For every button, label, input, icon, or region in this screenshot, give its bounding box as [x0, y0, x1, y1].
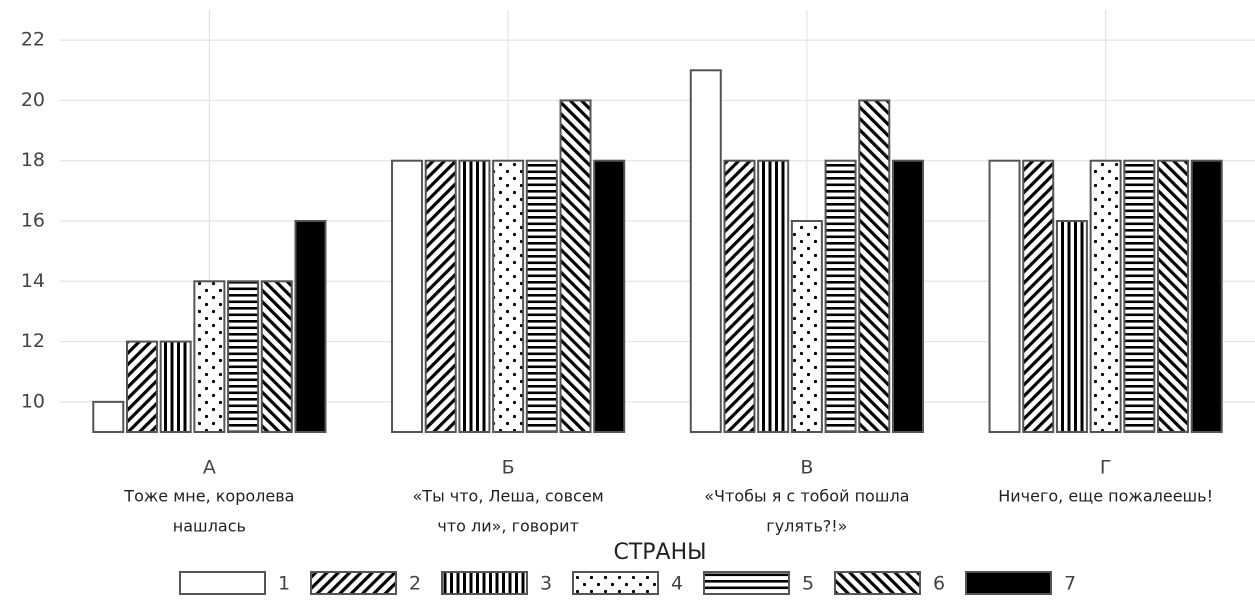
bar [458, 159, 491, 433]
y-tick-label: 10 [21, 390, 45, 412]
bar [492, 159, 525, 433]
legend-swatch [572, 571, 659, 595]
legend-label: 2 [409, 573, 421, 595]
legend-swatch [834, 571, 921, 595]
bar [891, 159, 924, 433]
y-tick-label: 18 [21, 149, 45, 171]
bar [1157, 159, 1190, 433]
category-caption: «Ты что, Леша, совсем [413, 487, 604, 506]
x-tick-label: В [800, 457, 813, 479]
bar [723, 159, 756, 433]
bar [790, 220, 823, 433]
bar [1123, 159, 1156, 433]
legend-label: 7 [1064, 573, 1076, 595]
legend-swatch [310, 571, 397, 595]
category-caption: Тоже мне, королева [123, 487, 294, 506]
legend-title: СТРАНЫ [613, 540, 706, 565]
legend-label: 5 [802, 573, 814, 595]
legend-label: 1 [278, 573, 290, 595]
legend-swatch [965, 571, 1052, 595]
y-tick-label: 22 [21, 29, 45, 51]
x-tick-label: Б [502, 457, 515, 479]
bar [858, 99, 891, 434]
bar [227, 280, 260, 433]
bar [525, 159, 558, 433]
legend-label: 3 [540, 573, 552, 595]
bar [559, 99, 592, 434]
category-caption: что ли», говорит [437, 517, 579, 536]
category-caption: нашлась [173, 517, 246, 536]
legend-swatch [441, 571, 528, 595]
y-tick-label: 12 [21, 330, 45, 352]
y-tick-label: 20 [21, 89, 45, 111]
bar [757, 159, 790, 433]
legend-label: 4 [671, 573, 683, 595]
legend-swatch [703, 571, 790, 595]
bar [391, 159, 424, 433]
bar [689, 69, 722, 434]
bar [260, 280, 293, 433]
category-caption: гулять?!» [766, 517, 847, 536]
bar [1022, 159, 1055, 433]
bar [193, 280, 226, 433]
bar [92, 400, 125, 434]
bar [125, 340, 158, 434]
bar [424, 159, 457, 433]
category-caption: Ничего, еще пожалеешь! [998, 487, 1213, 506]
bar [1055, 220, 1088, 433]
bar [988, 159, 1021, 433]
y-tick-label: 14 [21, 270, 45, 292]
x-tick-label: Г [1100, 457, 1112, 479]
category-caption: «Чтобы я с тобой пошла [704, 487, 909, 506]
bar [1089, 159, 1122, 433]
bar [824, 159, 857, 433]
x-tick-label: А [203, 457, 216, 479]
bar [593, 159, 626, 433]
legend-label: 6 [933, 573, 945, 595]
y-tick-label: 16 [21, 210, 45, 232]
bar [294, 220, 327, 433]
bar [1190, 159, 1223, 433]
legend-swatch [179, 571, 266, 595]
bar [159, 340, 192, 434]
